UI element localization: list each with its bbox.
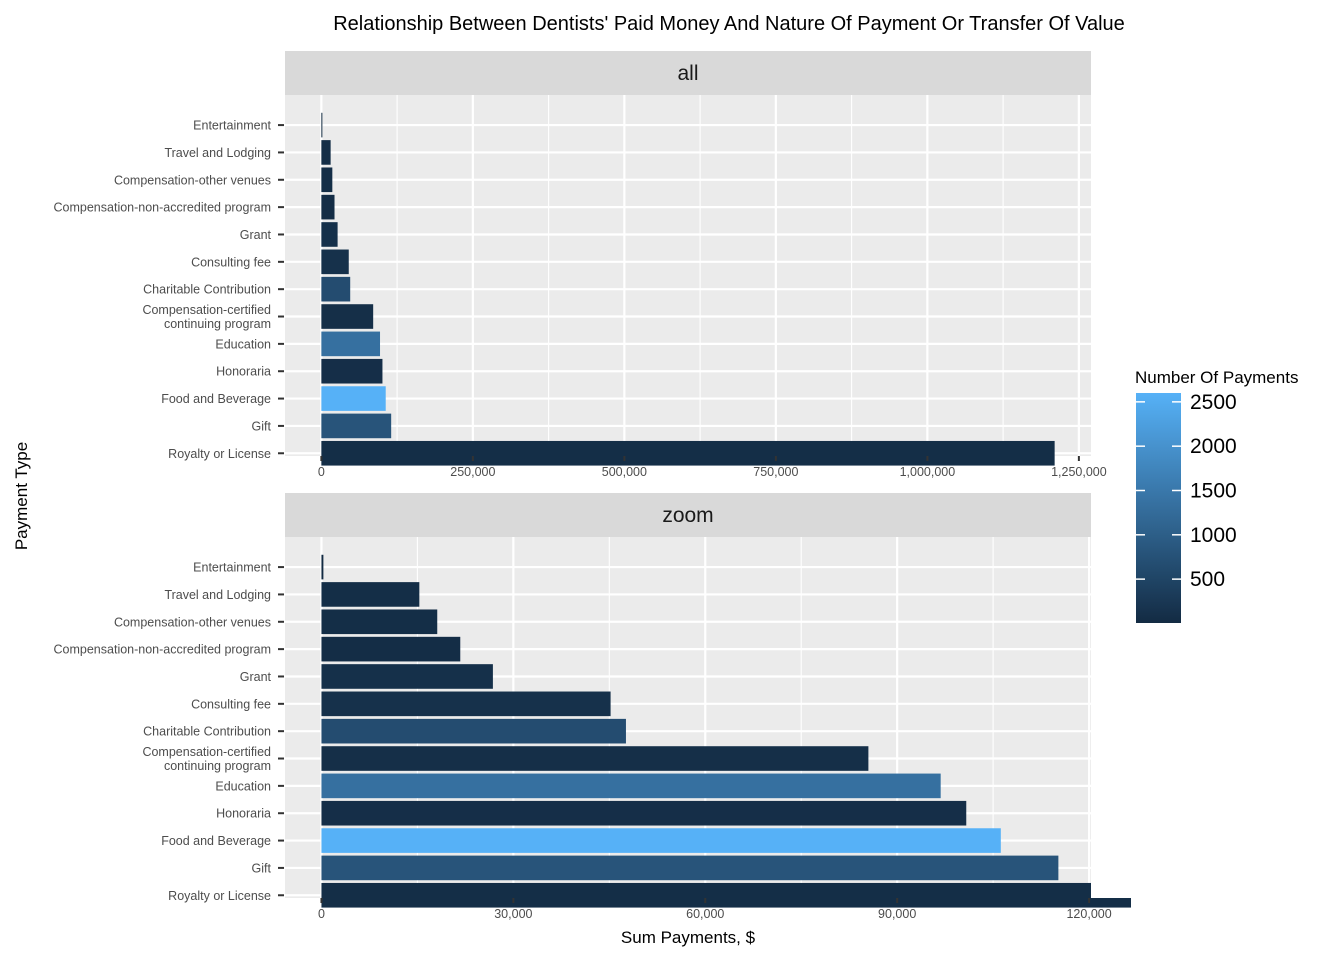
y-tick-label: Travel and Lodging	[164, 588, 271, 602]
bar-honoraria	[321, 800, 967, 826]
bar-compensation-non-accredited-program	[321, 194, 335, 220]
x-tick-label: 500,000	[602, 465, 647, 479]
facet-panel-zoom: zoom Royalty or License Gift Food and Bever…	[54, 493, 1151, 921]
x-tick-label: 90,000	[878, 907, 916, 921]
legend-title: Number Of Payments	[1135, 368, 1298, 387]
bar-entertainment	[321, 112, 323, 138]
bar-compensation-non-accredited-program	[321, 636, 461, 662]
y-tick-label: Compensation-other venues	[114, 173, 271, 187]
facet-strip-label: zoom	[662, 504, 713, 527]
x-tick-label: 250,000	[450, 465, 495, 479]
x-tick-label: 1,000,000	[900, 465, 956, 479]
bar-compensation-certified-continuing-program	[321, 746, 869, 771]
legend-tick-label: 2000	[1190, 435, 1237, 458]
y-tick-label: Compensation-certified continuing program	[142, 745, 271, 773]
x-tick-label: 120,000	[1066, 907, 1111, 921]
y-tick-label: Honoraria	[216, 807, 271, 821]
y-tick-label: Consulting fee	[191, 255, 271, 269]
y-tick-label: Royalty or License	[168, 447, 271, 461]
bar-education	[321, 331, 381, 357]
y-tick-label: Grant	[240, 670, 272, 684]
y-tick-label: Gift	[252, 861, 272, 875]
bar-consulting-fee	[321, 249, 349, 275]
y-tick-label: Charitable Contribution	[143, 725, 271, 739]
bar-entertainment	[321, 554, 324, 580]
x-axis-title: Sum Payments, $	[621, 928, 756, 947]
y-tick-label: Education	[215, 779, 271, 793]
y-tick-label: Travel and Lodging	[164, 146, 271, 160]
bar-charitable-contribution	[321, 276, 351, 302]
bar-grant	[321, 664, 493, 689]
x-tick-label: 30,000	[494, 907, 532, 921]
legend-colorbar	[1136, 393, 1181, 623]
y-tick-label: Compensation-certified continuing program	[142, 303, 271, 331]
x-tick-label: 1,250,000	[1051, 465, 1107, 479]
bar-gift	[321, 855, 1059, 881]
bar-charitable-contribution	[321, 718, 626, 744]
bar-compensation-other-venues	[321, 609, 438, 635]
panel-background	[285, 95, 1091, 456]
y-tick-label: Compensation-non-accredited program	[54, 201, 271, 215]
facet-strip	[285, 493, 1091, 537]
bar-food-and-beverage	[321, 386, 386, 411]
y-tick-label: Compensation-other venues	[114, 615, 271, 629]
bar-grant	[321, 222, 338, 247]
bar-travel-and-lodging	[321, 140, 331, 165]
y-tick-label: Charitable Contribution	[143, 283, 271, 297]
bar-compensation-other-venues	[321, 167, 333, 193]
bar-royalty-or-license	[321, 882, 1131, 908]
legend-tick-label: 1500	[1190, 479, 1237, 502]
facet-panels: all Royalty or License Gift Food and Bevera…	[54, 51, 1151, 921]
x-tick-label: 60,000	[686, 907, 724, 921]
y-tick-label: Gift	[252, 419, 272, 433]
bar-royalty-or-license	[321, 440, 1055, 466]
y-tick-label: Compensation-non-accredited program	[54, 643, 271, 657]
chart-title: Relationship Between Dentists' Paid Mone…	[333, 13, 1125, 35]
facet-strip	[285, 51, 1091, 95]
bar-consulting-fee	[321, 691, 611, 717]
bar-compensation-certified-continuing-program	[321, 304, 374, 329]
legend-tick-label: 1000	[1190, 524, 1237, 547]
bar-travel-and-lodging	[321, 582, 420, 607]
bar-education	[321, 773, 941, 799]
y-tick-label: Grant	[240, 228, 272, 242]
y-tick-label: Education	[215, 337, 271, 351]
bar-honoraria	[321, 358, 383, 384]
bar-gift	[321, 413, 392, 439]
x-tick-label: 0	[318, 465, 325, 479]
color-legend: Number Of Payments 500 1000 1500 2000 2500	[1135, 368, 1298, 623]
legend-tick-label: 500	[1190, 568, 1225, 591]
x-tick-label: 750,000	[753, 465, 798, 479]
bar-food-and-beverage	[321, 828, 1001, 853]
y-tick-label: Food and Beverage	[161, 834, 271, 848]
y-axis-title: Payment Type	[12, 442, 31, 550]
facet-panel-all: all Royalty or License Gift Food and Bevera…	[54, 51, 1151, 479]
y-tick-label: Entertainment	[193, 119, 271, 133]
x-tick-label: 0	[318, 907, 325, 921]
legend-tick-label: 2500	[1190, 391, 1237, 414]
y-tick-label: Food and Beverage	[161, 392, 271, 406]
y-tick-label: Entertainment	[193, 561, 271, 575]
facet-strip-label: all	[677, 62, 698, 85]
y-tick-label: Royalty or License	[168, 889, 271, 903]
y-tick-label: Honoraria	[216, 365, 271, 379]
y-tick-label: Consulting fee	[191, 697, 271, 711]
